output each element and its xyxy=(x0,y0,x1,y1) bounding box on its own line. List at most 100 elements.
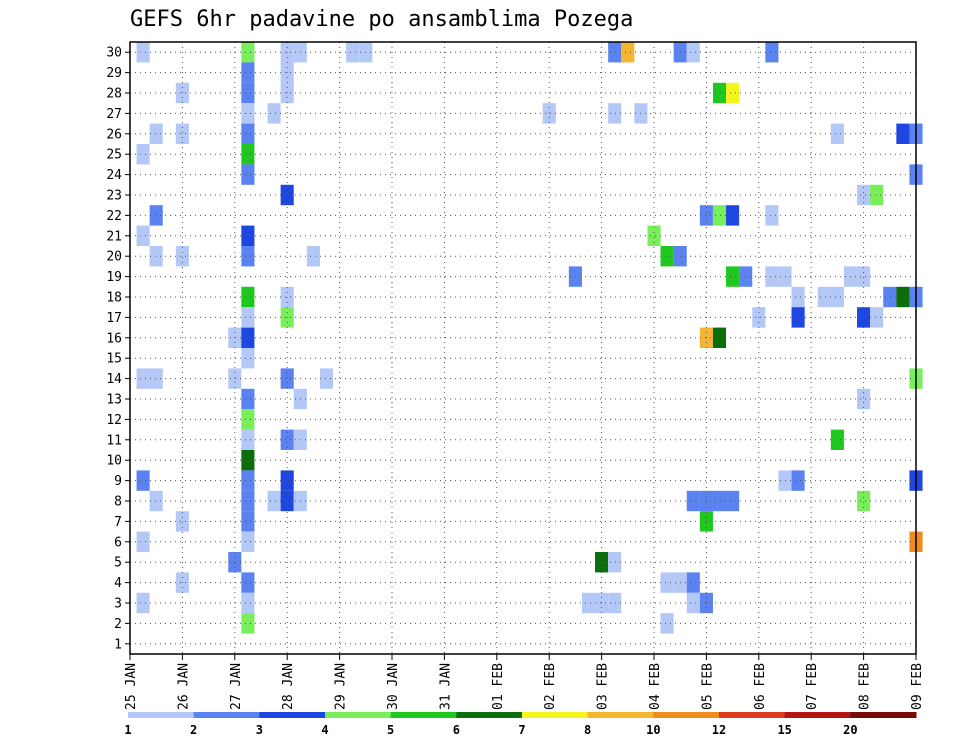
heatmap-cell xyxy=(241,592,255,614)
y-tick-label: 22 xyxy=(106,209,122,224)
x-tick-label: 28 JAN xyxy=(281,663,296,710)
x-tick-label: 08 FEB xyxy=(858,663,873,710)
colorbar-swatch xyxy=(456,712,523,718)
colorbar-swatch xyxy=(653,712,720,718)
x-tick-label: 26 JAN xyxy=(176,663,191,710)
heatmap-cell xyxy=(686,42,700,63)
heatmap-cell xyxy=(241,450,255,471)
heatmap-cell xyxy=(660,613,674,634)
x-tick-label: 09 FEB xyxy=(910,663,925,710)
heatmap-cell xyxy=(699,511,713,532)
heatmap-cell xyxy=(319,368,334,389)
heatmap-cell xyxy=(241,42,255,63)
heatmap-cell xyxy=(241,225,255,246)
heatmap-cell xyxy=(280,470,294,491)
heatmap-cell xyxy=(346,42,360,63)
heatmap-cell xyxy=(542,103,556,124)
heatmap-cell xyxy=(241,348,255,369)
x-tick-label: 27 JAN xyxy=(229,663,244,710)
heatmap-cell xyxy=(686,490,700,512)
colorbar-swatch xyxy=(522,712,589,718)
colorbar-label: 3 xyxy=(256,723,263,737)
heatmap-cell xyxy=(175,246,189,267)
heatmap-cell xyxy=(830,286,844,308)
heatmap-cell xyxy=(712,490,727,512)
heatmap-cell xyxy=(149,123,163,144)
heatmap-cell xyxy=(608,552,622,573)
y-tick-label: 21 xyxy=(106,229,122,244)
y-tick-label: 20 xyxy=(106,250,122,265)
heatmap-cell xyxy=(857,490,871,512)
x-tick-label: 30 JAN xyxy=(386,663,401,710)
heatmap-cell xyxy=(241,490,255,512)
y-tick-label: 3 xyxy=(114,597,122,612)
colorbar-swatch xyxy=(784,712,851,718)
colorbar-swatch xyxy=(719,712,786,718)
x-axis: 25 JAN 26 JAN 27 JAN 28 JAN 29 JAN 30 JAN 31 J… xyxy=(124,654,925,710)
x-tick-label: 02 FEB xyxy=(543,663,558,710)
heatmap-cell xyxy=(136,42,150,63)
heatmap-cell xyxy=(241,511,255,532)
heatmap-cell xyxy=(280,368,294,389)
y-tick-label: 27 xyxy=(106,107,122,122)
colorbar-swatch xyxy=(850,712,917,718)
heatmap-cell xyxy=(267,490,281,512)
heatmap-cell xyxy=(241,388,255,410)
y-tick-label: 18 xyxy=(106,291,122,306)
colorbar-swatch xyxy=(128,712,195,718)
colorbar-label: 7 xyxy=(518,723,525,737)
heatmap-cell xyxy=(712,205,727,226)
heatmap-cell xyxy=(241,613,255,634)
y-tick-label: 13 xyxy=(106,393,122,408)
heatmap-cell xyxy=(870,184,884,206)
y-tick-label: 10 xyxy=(106,454,122,469)
heatmap-cell xyxy=(726,82,740,104)
heatmap-cell xyxy=(241,307,255,328)
colorbar-swatch xyxy=(193,712,260,718)
y-axis: 1234567891011121314151617181920212223242… xyxy=(106,46,130,652)
y-tick-label: 14 xyxy=(106,372,122,387)
heatmap-cell xyxy=(241,164,255,185)
heatmap-cell xyxy=(712,327,727,348)
heatmap-cell xyxy=(175,123,189,144)
plot-frame xyxy=(129,41,917,655)
heatmap-cell xyxy=(306,246,320,267)
heatmap-cell xyxy=(149,368,163,389)
heatmap-cell xyxy=(726,490,740,512)
colorbar-label: 5 xyxy=(387,723,394,737)
heatmap-cell xyxy=(765,205,779,226)
heatmap-cell xyxy=(280,184,294,206)
x-tick-label: 29 JAN xyxy=(334,663,349,710)
heatmap-cell xyxy=(241,409,255,430)
heatmap-cell xyxy=(149,490,163,512)
y-tick-label: 7 xyxy=(114,515,122,530)
y-tick-label: 30 xyxy=(106,46,122,61)
x-tick-label: 05 FEB xyxy=(700,663,715,710)
y-tick-label: 26 xyxy=(106,127,122,142)
heatmap-cell xyxy=(791,307,805,328)
heatmap-cell xyxy=(660,572,674,593)
heatmap-cell xyxy=(241,470,255,491)
colorbar-swatch xyxy=(259,712,326,718)
y-tick-label: 8 xyxy=(114,495,122,510)
heatmap-cell xyxy=(660,246,674,267)
heatmap-cell xyxy=(765,42,779,63)
heatmap-cell xyxy=(241,572,255,593)
colorbar-label: 6 xyxy=(453,723,460,737)
heatmap-cell xyxy=(791,470,805,491)
heatmap-cell xyxy=(241,62,255,83)
heatmap-cell xyxy=(608,592,622,614)
heatmap-cell xyxy=(608,42,622,63)
heatmap-cell xyxy=(883,286,897,308)
heatmap-cell xyxy=(241,286,255,308)
heatmap-cell xyxy=(896,286,910,308)
y-tick-label: 9 xyxy=(114,474,122,489)
heatmap-cell xyxy=(241,82,255,104)
y-tick-label: 28 xyxy=(106,87,122,102)
heatmap-cell xyxy=(241,429,255,450)
heatmap-cell xyxy=(241,531,255,552)
x-tick-label: 07 FEB xyxy=(805,663,820,710)
heatmap-cell xyxy=(765,266,779,287)
y-tick-label: 5 xyxy=(114,556,122,571)
